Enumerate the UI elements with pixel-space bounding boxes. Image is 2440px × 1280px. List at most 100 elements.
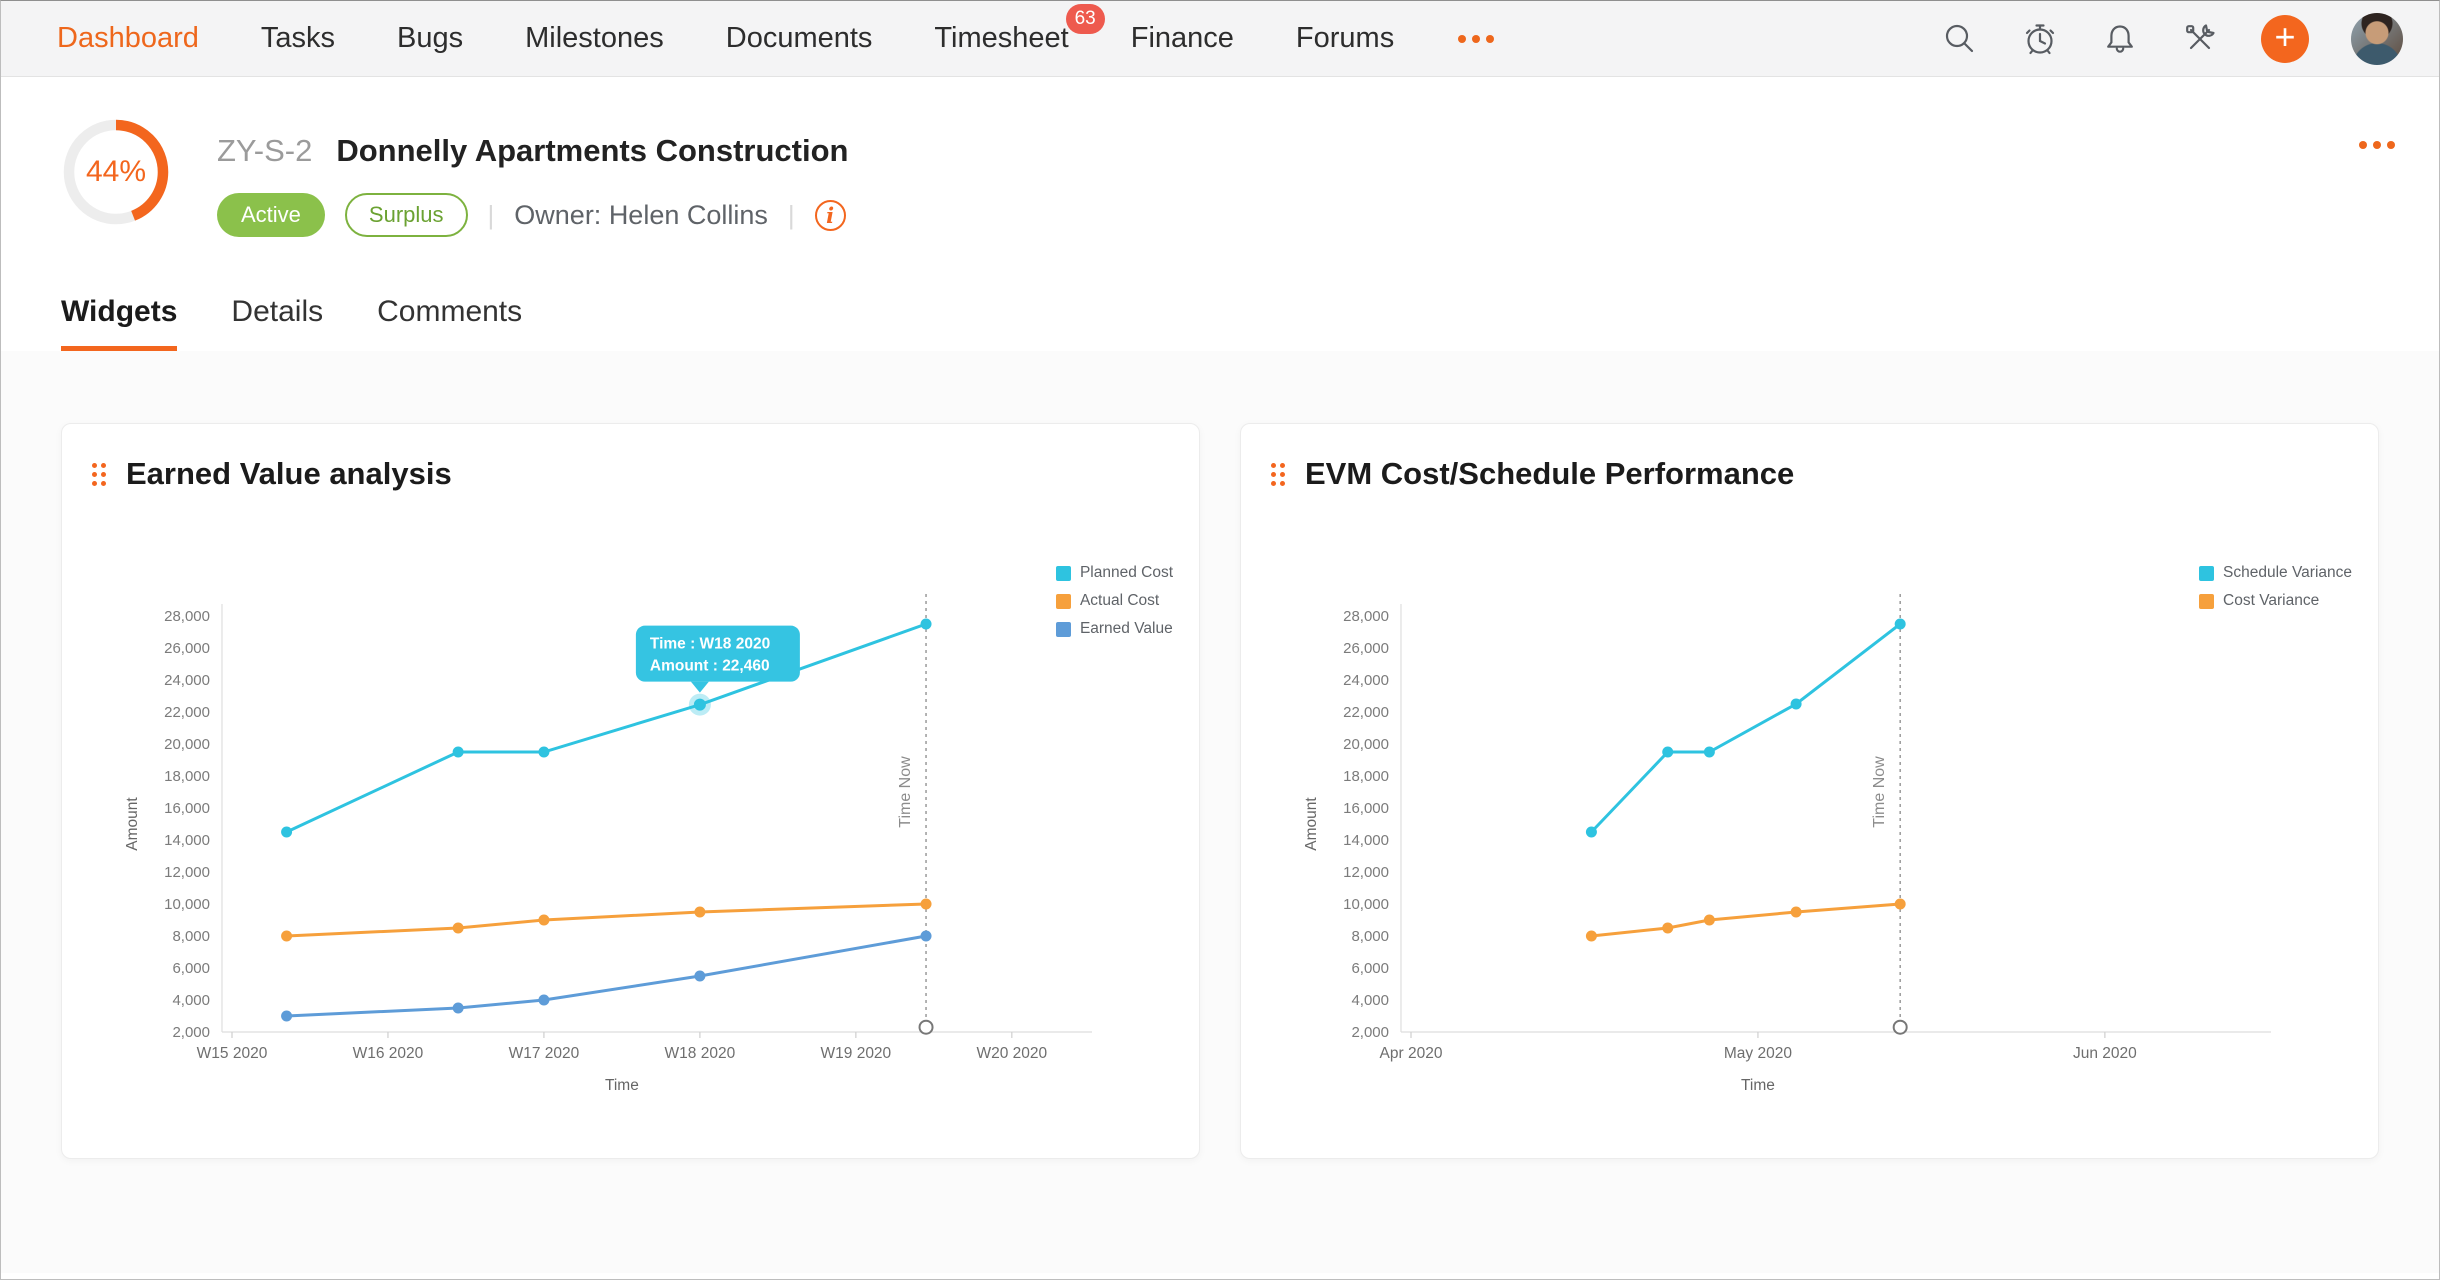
nav-item-milestones[interactable]: Milestones — [525, 22, 664, 54]
project-more-button[interactable] — [2359, 117, 2395, 237]
svg-text:2,000: 2,000 — [1351, 1024, 1389, 1041]
widgets-area: Earned Value analysis 2,000 4,000 6,000 8,0… — [1, 351, 2439, 1273]
legend-label: Actual Cost — [1079, 592, 1160, 609]
legend-swatch — [1055, 565, 1071, 581]
timesheet-count-badge: 63 — [1065, 4, 1105, 34]
svg-text:Time Now: Time Now — [1871, 756, 1888, 828]
drag-handle-icon[interactable] — [1271, 462, 1285, 486]
svg-text:22,000: 22,000 — [164, 704, 210, 721]
svg-text:18,000: 18,000 — [164, 768, 210, 785]
divider: | — [487, 199, 495, 230]
svg-text:28,000: 28,000 — [1343, 608, 1389, 625]
svg-text:18,000: 18,000 — [1343, 768, 1389, 785]
svg-text:16,000: 16,000 — [1343, 800, 1389, 817]
drag-handle-icon[interactable] — [92, 462, 106, 486]
widget-evm-performance: EVM Cost/Schedule Performance 2,000 4,000… — [1240, 423, 2379, 1159]
nav-item-finance[interactable]: Finance — [1130, 22, 1234, 54]
add-button[interactable]: + — [2261, 14, 2309, 63]
svg-text:6,000: 6,000 — [172, 960, 210, 977]
nav-item-forums[interactable]: Forums — [1295, 22, 1395, 54]
svg-text:28,000: 28,000 — [164, 608, 210, 625]
svg-text:16,000: 16,000 — [164, 800, 210, 817]
svg-text:8,000: 8,000 — [172, 928, 210, 945]
legend-item-cost-variance[interactable]: Cost Variance — [2199, 592, 2352, 610]
widget-title: Earned Value analysis — [126, 456, 452, 491]
svg-text:10,000: 10,000 — [1343, 896, 1389, 913]
legend-item-actual-cost[interactable]: Actual Cost — [1055, 592, 1173, 610]
legend-swatch — [2199, 565, 2215, 581]
svg-text:12,000: 12,000 — [1343, 864, 1389, 881]
chart-legend: Planned Cost Actual Cost Earned Value — [1055, 564, 1173, 648]
widget-earned-value-analysis: Earned Value analysis 2,000 4,000 6,000 8,0… — [61, 423, 1200, 1159]
tab-details[interactable]: Details — [231, 295, 324, 328]
project-info: ZY-S-2 Donnelly Apartments Construction … — [217, 117, 848, 237]
timer-icon[interactable] — [2021, 20, 2059, 58]
progress-ring: 44% — [61, 117, 171, 227]
svg-text:24,000: 24,000 — [164, 672, 210, 689]
svg-text:W19 2020: W19 2020 — [821, 1045, 892, 1062]
chart-legend: Schedule Variance Cost Variance — [2199, 564, 2352, 620]
svg-text:4,000: 4,000 — [172, 992, 210, 1009]
legend-item-earned-value[interactable]: Earned Value — [1055, 620, 1173, 638]
svg-text:Amount : 22,460: Amount : 22,460 — [650, 658, 770, 675]
svg-text:Amount: Amount — [124, 797, 141, 851]
chart-evm-performance[interactable]: 2,000 4,000 6,000 8,000 10,000 12,000 14,000 16… — [1261, 544, 2361, 1149]
svg-text:Time: Time — [1741, 1077, 1775, 1094]
search-icon[interactable] — [1941, 20, 1979, 58]
nav-item-bugs[interactable]: Bugs — [397, 22, 464, 54]
nav-items: Dashboard Tasks Bugs Milestones Documents Tim… — [57, 4, 1395, 55]
svg-text:W16 2020: W16 2020 — [353, 1045, 424, 1062]
tab-widgets[interactable]: Widgets — [61, 295, 178, 351]
bell-icon[interactable] — [2101, 20, 2139, 58]
svg-text:Time: Time — [605, 1077, 639, 1094]
nav-right: + — [1941, 12, 2403, 65]
legend-label: Schedule Variance — [2223, 564, 2352, 581]
legend-label: Earned Value — [1079, 620, 1173, 637]
user-avatar[interactable] — [2351, 12, 2403, 65]
svg-text:W18 2020: W18 2020 — [665, 1045, 736, 1062]
divider: | — [787, 199, 795, 230]
svg-text:W17 2020: W17 2020 — [509, 1045, 580, 1062]
svg-text:22,000: 22,000 — [1343, 704, 1389, 721]
chart-earned-value[interactable]: 2,000 4,000 6,000 8,000 10,000 12,000 14,000 16… — [82, 544, 1182, 1149]
svg-text:May 2020: May 2020 — [1724, 1045, 1792, 1062]
svg-text:Time : W18 2020: Time : W18 2020 — [650, 636, 770, 653]
status-badge: Active — [217, 193, 325, 237]
tab-comments[interactable]: Comments — [377, 295, 523, 328]
nav-item-tasks[interactable]: Tasks — [260, 22, 336, 54]
svg-text:12,000: 12,000 — [164, 864, 210, 881]
project-owner: Owner: Helen Collins — [514, 199, 768, 230]
legend-swatch — [2199, 593, 2215, 609]
svg-text:20,000: 20,000 — [1343, 736, 1389, 753]
svg-text:24,000: 24,000 — [1343, 672, 1389, 689]
svg-text:Amount: Amount — [1303, 797, 1320, 851]
nav-overflow-button[interactable] — [1458, 34, 1495, 43]
svg-text:14,000: 14,000 — [164, 832, 210, 849]
svg-text:Jun 2020: Jun 2020 — [2073, 1045, 2137, 1062]
tab-bar: Widgets Details Comments — [1, 295, 2439, 351]
svg-text:6,000: 6,000 — [1351, 960, 1389, 977]
info-icon[interactable]: i — [814, 199, 846, 231]
svg-text:26,000: 26,000 — [164, 640, 210, 657]
nav-item-documents[interactable]: Documents — [725, 22, 873, 54]
widget-title: EVM Cost/Schedule Performance — [1305, 456, 1795, 491]
tools-icon[interactable] — [2181, 20, 2219, 58]
svg-text:W20 2020: W20 2020 — [976, 1045, 1047, 1062]
project-code: ZY-S-2 — [217, 133, 313, 168]
nav-item-dashboard[interactable]: Dashboard — [57, 22, 199, 54]
svg-text:Apr 2020: Apr 2020 — [1380, 1045, 1443, 1062]
svg-text:8,000: 8,000 — [1351, 928, 1389, 945]
top-nav: Dashboard Tasks Bugs Milestones Documents Tim… — [1, 1, 2439, 77]
nav-item-timesheet[interactable]: Timesheet 63 — [934, 4, 1105, 55]
svg-text:4,000: 4,000 — [1351, 992, 1389, 1009]
svg-text:Time Now: Time Now — [897, 756, 914, 828]
legend-item-planned-cost[interactable]: Planned Cost — [1055, 564, 1173, 582]
legend-item-schedule-variance[interactable]: Schedule Variance — [2199, 564, 2352, 582]
svg-text:2,000: 2,000 — [172, 1024, 210, 1041]
legend-swatch — [1055, 593, 1071, 609]
svg-text:10,000: 10,000 — [164, 896, 210, 913]
svg-text:20,000: 20,000 — [164, 736, 210, 753]
legend-label: Cost Variance — [2223, 592, 2320, 609]
project-title: Donnelly Apartments Construction — [336, 133, 849, 168]
